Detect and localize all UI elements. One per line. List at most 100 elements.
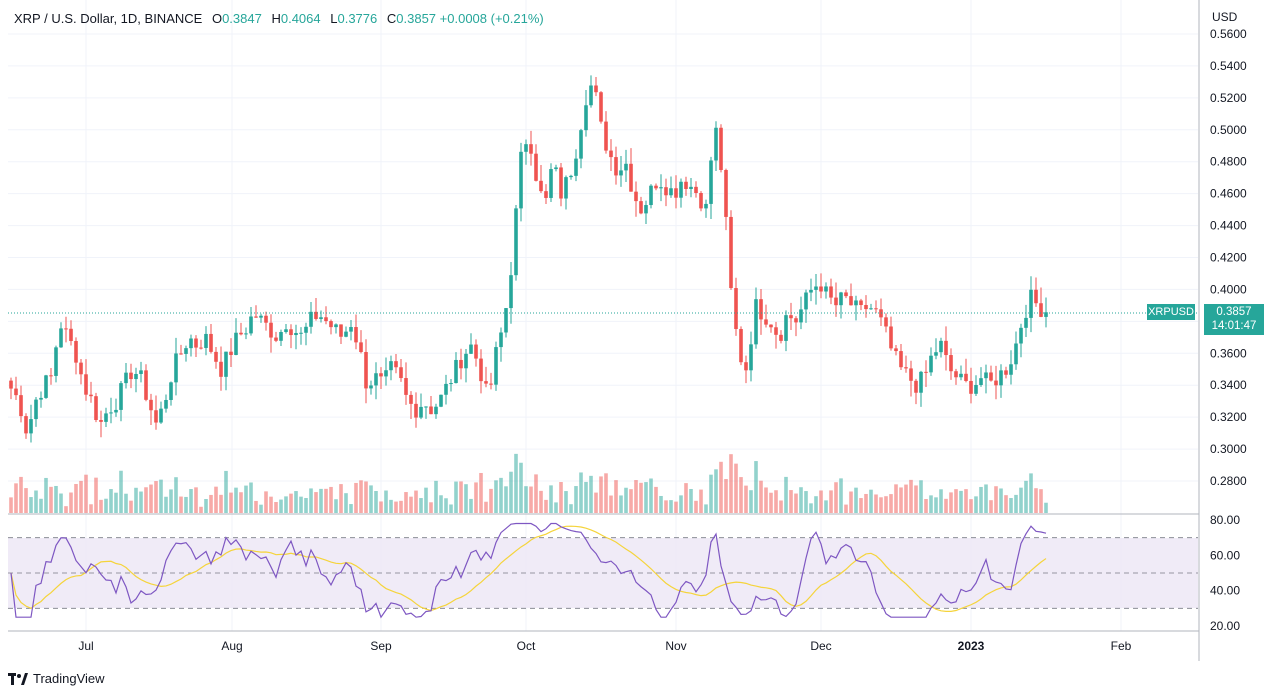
price-tick-label: 0.4800 bbox=[1210, 155, 1247, 169]
volume-bar bbox=[664, 500, 668, 513]
candle bbox=[539, 180, 543, 192]
candle bbox=[629, 163, 633, 192]
candle bbox=[414, 403, 418, 418]
candle bbox=[964, 373, 968, 381]
volume-bar bbox=[674, 501, 678, 513]
volume-bar bbox=[644, 482, 648, 513]
time-tick-label: Oct bbox=[517, 639, 536, 653]
volume-bar bbox=[189, 489, 193, 513]
volume-bar bbox=[464, 484, 468, 513]
volume-bar bbox=[229, 492, 233, 513]
candle bbox=[264, 315, 268, 323]
volume-bar bbox=[579, 472, 583, 513]
low-value: 0.3776 bbox=[337, 11, 378, 26]
candle bbox=[419, 406, 423, 418]
volume-bar bbox=[654, 486, 658, 513]
rsi-levels bbox=[8, 537, 1198, 609]
volume-bar bbox=[224, 470, 228, 513]
volume-bar bbox=[164, 496, 168, 513]
volume-bar bbox=[969, 499, 973, 513]
candle bbox=[709, 160, 713, 204]
candle bbox=[999, 370, 1003, 386]
candle bbox=[839, 292, 843, 306]
open-value: 0.3847 bbox=[222, 11, 262, 26]
volume-bar bbox=[194, 487, 198, 513]
candle bbox=[734, 288, 738, 330]
volume-bar bbox=[999, 488, 1003, 513]
tradingview-footer[interactable]: TradingView bbox=[8, 671, 105, 686]
volume-bar bbox=[159, 479, 163, 513]
volume-bar bbox=[489, 488, 493, 513]
candle bbox=[329, 321, 333, 328]
volume-bar bbox=[414, 490, 418, 513]
volume-bar bbox=[544, 499, 548, 513]
candle bbox=[754, 299, 758, 345]
candle bbox=[469, 344, 473, 354]
candle bbox=[354, 327, 358, 343]
volume-bar bbox=[34, 490, 38, 513]
volume-bar bbox=[384, 490, 388, 513]
candle bbox=[454, 359, 458, 384]
volume-bar bbox=[409, 496, 413, 513]
price-tick-label: 0.4600 bbox=[1210, 187, 1247, 201]
candle bbox=[449, 383, 453, 385]
candle bbox=[229, 351, 233, 355]
candle bbox=[359, 342, 363, 353]
candle bbox=[244, 333, 248, 335]
volume-bar bbox=[869, 489, 873, 513]
volume-bar bbox=[369, 485, 373, 513]
volume-bar bbox=[559, 482, 563, 513]
candle bbox=[164, 399, 168, 409]
candle bbox=[694, 186, 698, 194]
candle bbox=[189, 338, 193, 349]
candle bbox=[74, 341, 78, 363]
price-tick-label: 0.4200 bbox=[1210, 251, 1247, 265]
rsi-tick-label: 80.00 bbox=[1210, 513, 1240, 527]
candle bbox=[224, 351, 228, 377]
candle bbox=[729, 216, 733, 289]
candle bbox=[984, 372, 988, 379]
candle bbox=[699, 193, 703, 209]
volume-bar bbox=[659, 495, 663, 513]
candle bbox=[914, 380, 918, 393]
volume-bar bbox=[149, 484, 153, 513]
candle bbox=[24, 416, 28, 434]
volume-bar bbox=[904, 484, 908, 513]
volume-bar bbox=[784, 476, 788, 513]
volume-bar bbox=[324, 488, 328, 513]
candle bbox=[979, 378, 983, 385]
candle bbox=[274, 337, 278, 341]
volume-bar bbox=[599, 476, 603, 513]
candle bbox=[609, 150, 613, 158]
volume-bar bbox=[774, 490, 778, 513]
volume-bar bbox=[944, 498, 948, 513]
change-value: +0.0008 (+0.21%) bbox=[439, 11, 544, 26]
volume-bar bbox=[649, 478, 653, 513]
candle bbox=[899, 351, 903, 368]
candle bbox=[284, 329, 288, 333]
volume-bar bbox=[109, 489, 113, 513]
volume-bar bbox=[54, 485, 58, 513]
price-axis: 0.5600 0.5400 0.5200 0.5000 0.4800 0.4600 0.44… bbox=[1210, 27, 1247, 488]
volume-bar bbox=[59, 493, 63, 513]
candle bbox=[1014, 343, 1018, 365]
candle bbox=[139, 370, 143, 374]
volume-bar bbox=[769, 492, 773, 513]
candle bbox=[989, 372, 993, 381]
volume-bar bbox=[379, 501, 383, 513]
candle bbox=[784, 315, 788, 341]
candle bbox=[599, 92, 603, 122]
volume-bar bbox=[304, 498, 308, 513]
volume-bar bbox=[429, 502, 433, 513]
candle bbox=[814, 286, 818, 290]
volume-bar bbox=[1024, 480, 1028, 513]
last-price-value: 0.3857 bbox=[1216, 306, 1252, 318]
candle bbox=[409, 394, 413, 404]
volume-bar bbox=[344, 493, 348, 513]
time-tick-label: Sep bbox=[370, 639, 392, 653]
time-tick-label: Nov bbox=[665, 639, 686, 653]
volume-bar bbox=[134, 487, 138, 513]
candle bbox=[114, 409, 118, 413]
volume-bar bbox=[819, 490, 823, 513]
